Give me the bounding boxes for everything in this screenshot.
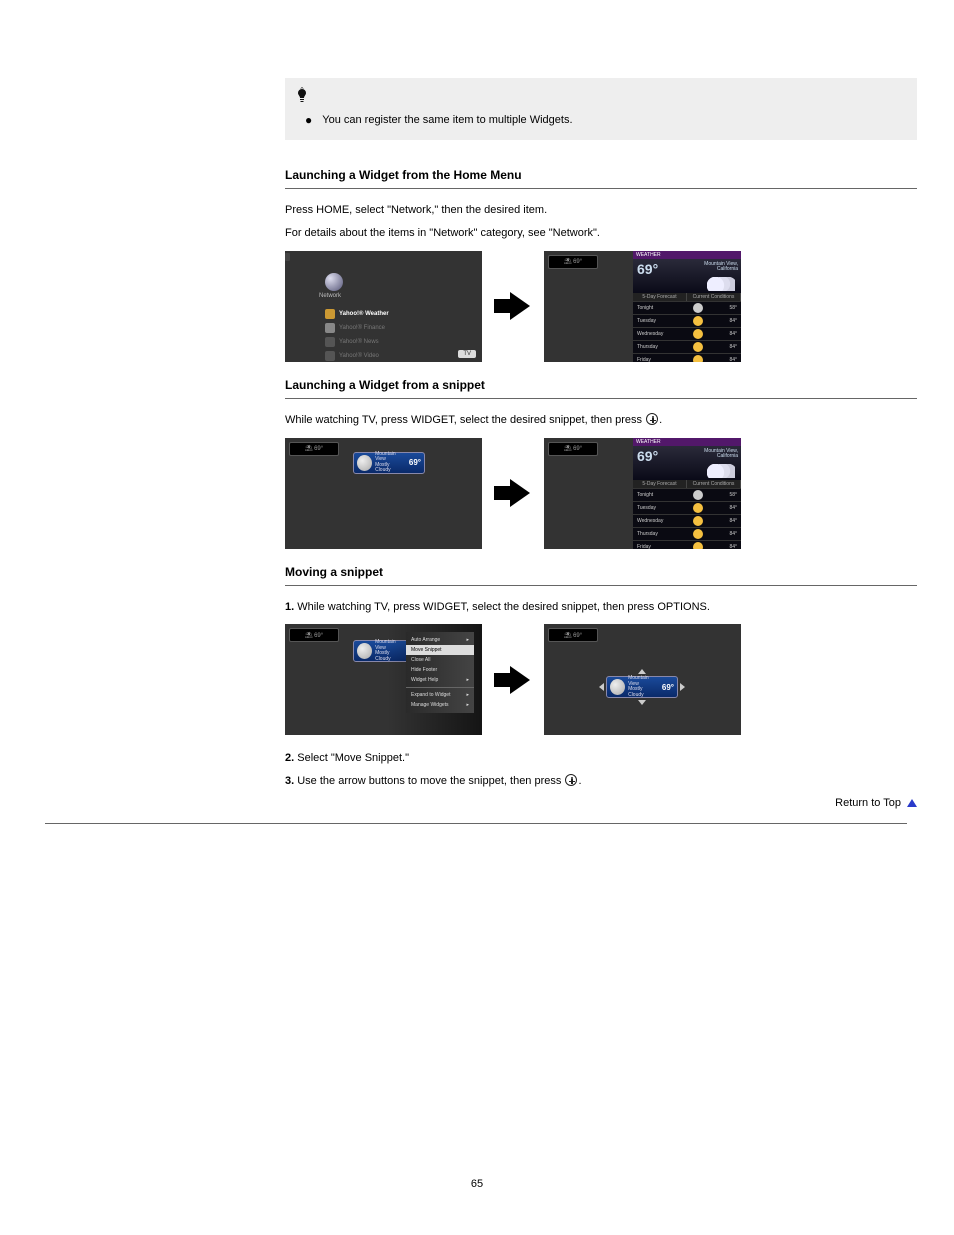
cloud-icon bbox=[707, 277, 735, 291]
globe-icon bbox=[325, 273, 343, 291]
arrow-right-icon bbox=[494, 666, 532, 694]
figure-row-1: Network Yahoo!® Weather Yahoo!® Finance … bbox=[285, 251, 917, 362]
screenshot-move-mode: ⛱ 69° Mountain ViewMostly Cloudy 69° bbox=[544, 624, 741, 735]
context-item[interactable]: Hide Footer bbox=[406, 665, 474, 675]
arrow-right-icon bbox=[494, 479, 532, 507]
section-heading: Launching a Widget from the Home Menu bbox=[285, 168, 917, 182]
figure-row-2: ⛱ 69° Mountain ViewMostly Cloudy 69° ⛱ 6… bbox=[285, 438, 917, 549]
moon-icon bbox=[357, 455, 372, 471]
category-label: Network bbox=[319, 293, 341, 299]
weather-panel: WEATHER 69° Mountain View,California 5-D… bbox=[633, 251, 741, 362]
menu-item-weather[interactable]: Yahoo!® Weather bbox=[325, 307, 465, 321]
tab-current[interactable]: Current Conditions bbox=[687, 293, 741, 301]
context-item[interactable]: Manage Widgets▸ bbox=[406, 700, 474, 710]
section-heading: Moving a snippet bbox=[285, 565, 917, 579]
context-item[interactable]: Auto Arrange▸ bbox=[406, 635, 474, 645]
step2: 2. Select "Move Snippet." bbox=[285, 751, 917, 766]
weather-snippet[interactable]: Mountain ViewMostly Cloudy 69° bbox=[353, 452, 425, 474]
section-launch-home: Launching a Widget from the Home Menu Pr… bbox=[285, 168, 917, 362]
tip-text: You can register the same item to multip… bbox=[322, 114, 572, 126]
divider bbox=[285, 585, 917, 586]
triangle-up-icon bbox=[907, 799, 917, 807]
section1-p1: Press HOME, select "Network," then the d… bbox=[285, 203, 917, 218]
context-item[interactable]: Close All bbox=[406, 655, 474, 665]
mini-badge: ⛱ 69° bbox=[548, 442, 598, 456]
section-heading: Launching a Widget from a snippet bbox=[285, 378, 917, 392]
screenshot-weather-widget-2: ⛱ 69° WEATHER 69° Mountain View,Californ… bbox=[544, 438, 741, 549]
weather-temp: 69° bbox=[637, 261, 658, 277]
weather-snippet-moving[interactable]: Mountain ViewMostly Cloudy 69° bbox=[606, 676, 678, 698]
arrow-right-icon bbox=[494, 292, 532, 320]
screenshot-snippet: ⛱ 69° Mountain ViewMostly Cloudy 69° bbox=[285, 438, 482, 549]
mini-badge: ⛱ 69° bbox=[289, 442, 339, 456]
tv-tag: TV bbox=[458, 350, 476, 358]
screenshot-weather-widget: ⛱ 69° WEATHER 69° Mountain View,Californ… bbox=[544, 251, 741, 362]
screenshot-home-menu: Network Yahoo!® Weather Yahoo!® Finance … bbox=[285, 251, 482, 362]
enter-icon bbox=[646, 413, 658, 425]
context-menu: Auto Arrange▸Move SnippetClose AllHide F… bbox=[406, 632, 474, 713]
section2-p1: While watching TV, press WIDGET, select … bbox=[285, 413, 917, 428]
weather-location: Mountain View,California bbox=[704, 262, 738, 273]
home-menu-list: Yahoo!® Weather Yahoo!® Finance Yahoo!® … bbox=[325, 307, 465, 362]
page-number: 65 bbox=[0, 1178, 954, 1190]
weather-header: WEATHER bbox=[633, 251, 741, 259]
context-item[interactable]: Move Snippet bbox=[406, 645, 474, 655]
tip-bullet-row: ● You can register the same item to mult… bbox=[295, 114, 907, 126]
weather-panel: WEATHER 69° Mountain View,California 5-D… bbox=[633, 438, 741, 549]
page-content: ● You can register the same item to mult… bbox=[45, 0, 907, 840]
section-move-snippet: Moving a snippet 1. While watching TV, p… bbox=[285, 565, 917, 825]
enter-icon bbox=[565, 774, 577, 786]
context-item[interactable]: Widget Help▸ bbox=[406, 675, 474, 685]
bullet-icon: ● bbox=[305, 114, 312, 126]
weather-now: 69° Mountain View,California bbox=[633, 259, 741, 293]
section1-p2: For details about the items in "Network"… bbox=[285, 226, 917, 241]
weather-tabs: 5-Day Forecast Current Conditions bbox=[633, 293, 741, 301]
mini-badge: ⛱ 69° bbox=[548, 255, 598, 269]
page-divider bbox=[45, 823, 907, 824]
step1: 1. While watching TV, press WIDGET, sele… bbox=[285, 600, 917, 615]
divider bbox=[285, 398, 917, 399]
menu-item-finance[interactable]: Yahoo!® Finance bbox=[325, 321, 465, 335]
return-to-top-link[interactable]: Return to Top bbox=[285, 797, 917, 809]
menu-item-video[interactable]: Yahoo!® Video bbox=[325, 349, 465, 362]
forecast-rows: Tonight58°Tuesday84°Wednesday84°Thursday… bbox=[633, 301, 741, 362]
screenshot-context-menu: ⛱ 69° Mountain ViewMostly Cloudy 69° Aut… bbox=[285, 624, 482, 735]
divider bbox=[285, 188, 917, 189]
lightbulb-icon bbox=[295, 86, 907, 108]
tab-forecast[interactable]: 5-Day Forecast bbox=[633, 293, 687, 301]
menu-item-news[interactable]: Yahoo!® News bbox=[325, 335, 465, 349]
section-launch-snippet: Launching a Widget from a snippet While … bbox=[285, 378, 917, 549]
figure-row-3: ⛱ 69° Mountain ViewMostly Cloudy 69° Aut… bbox=[285, 624, 917, 735]
step3: 3. Use the arrow buttons to move the sni… bbox=[285, 774, 917, 789]
tip-box: ● You can register the same item to mult… bbox=[285, 78, 917, 140]
content-column: ● You can register the same item to mult… bbox=[285, 78, 917, 824]
context-item[interactable]: Expand to Widget▸ bbox=[406, 690, 474, 700]
